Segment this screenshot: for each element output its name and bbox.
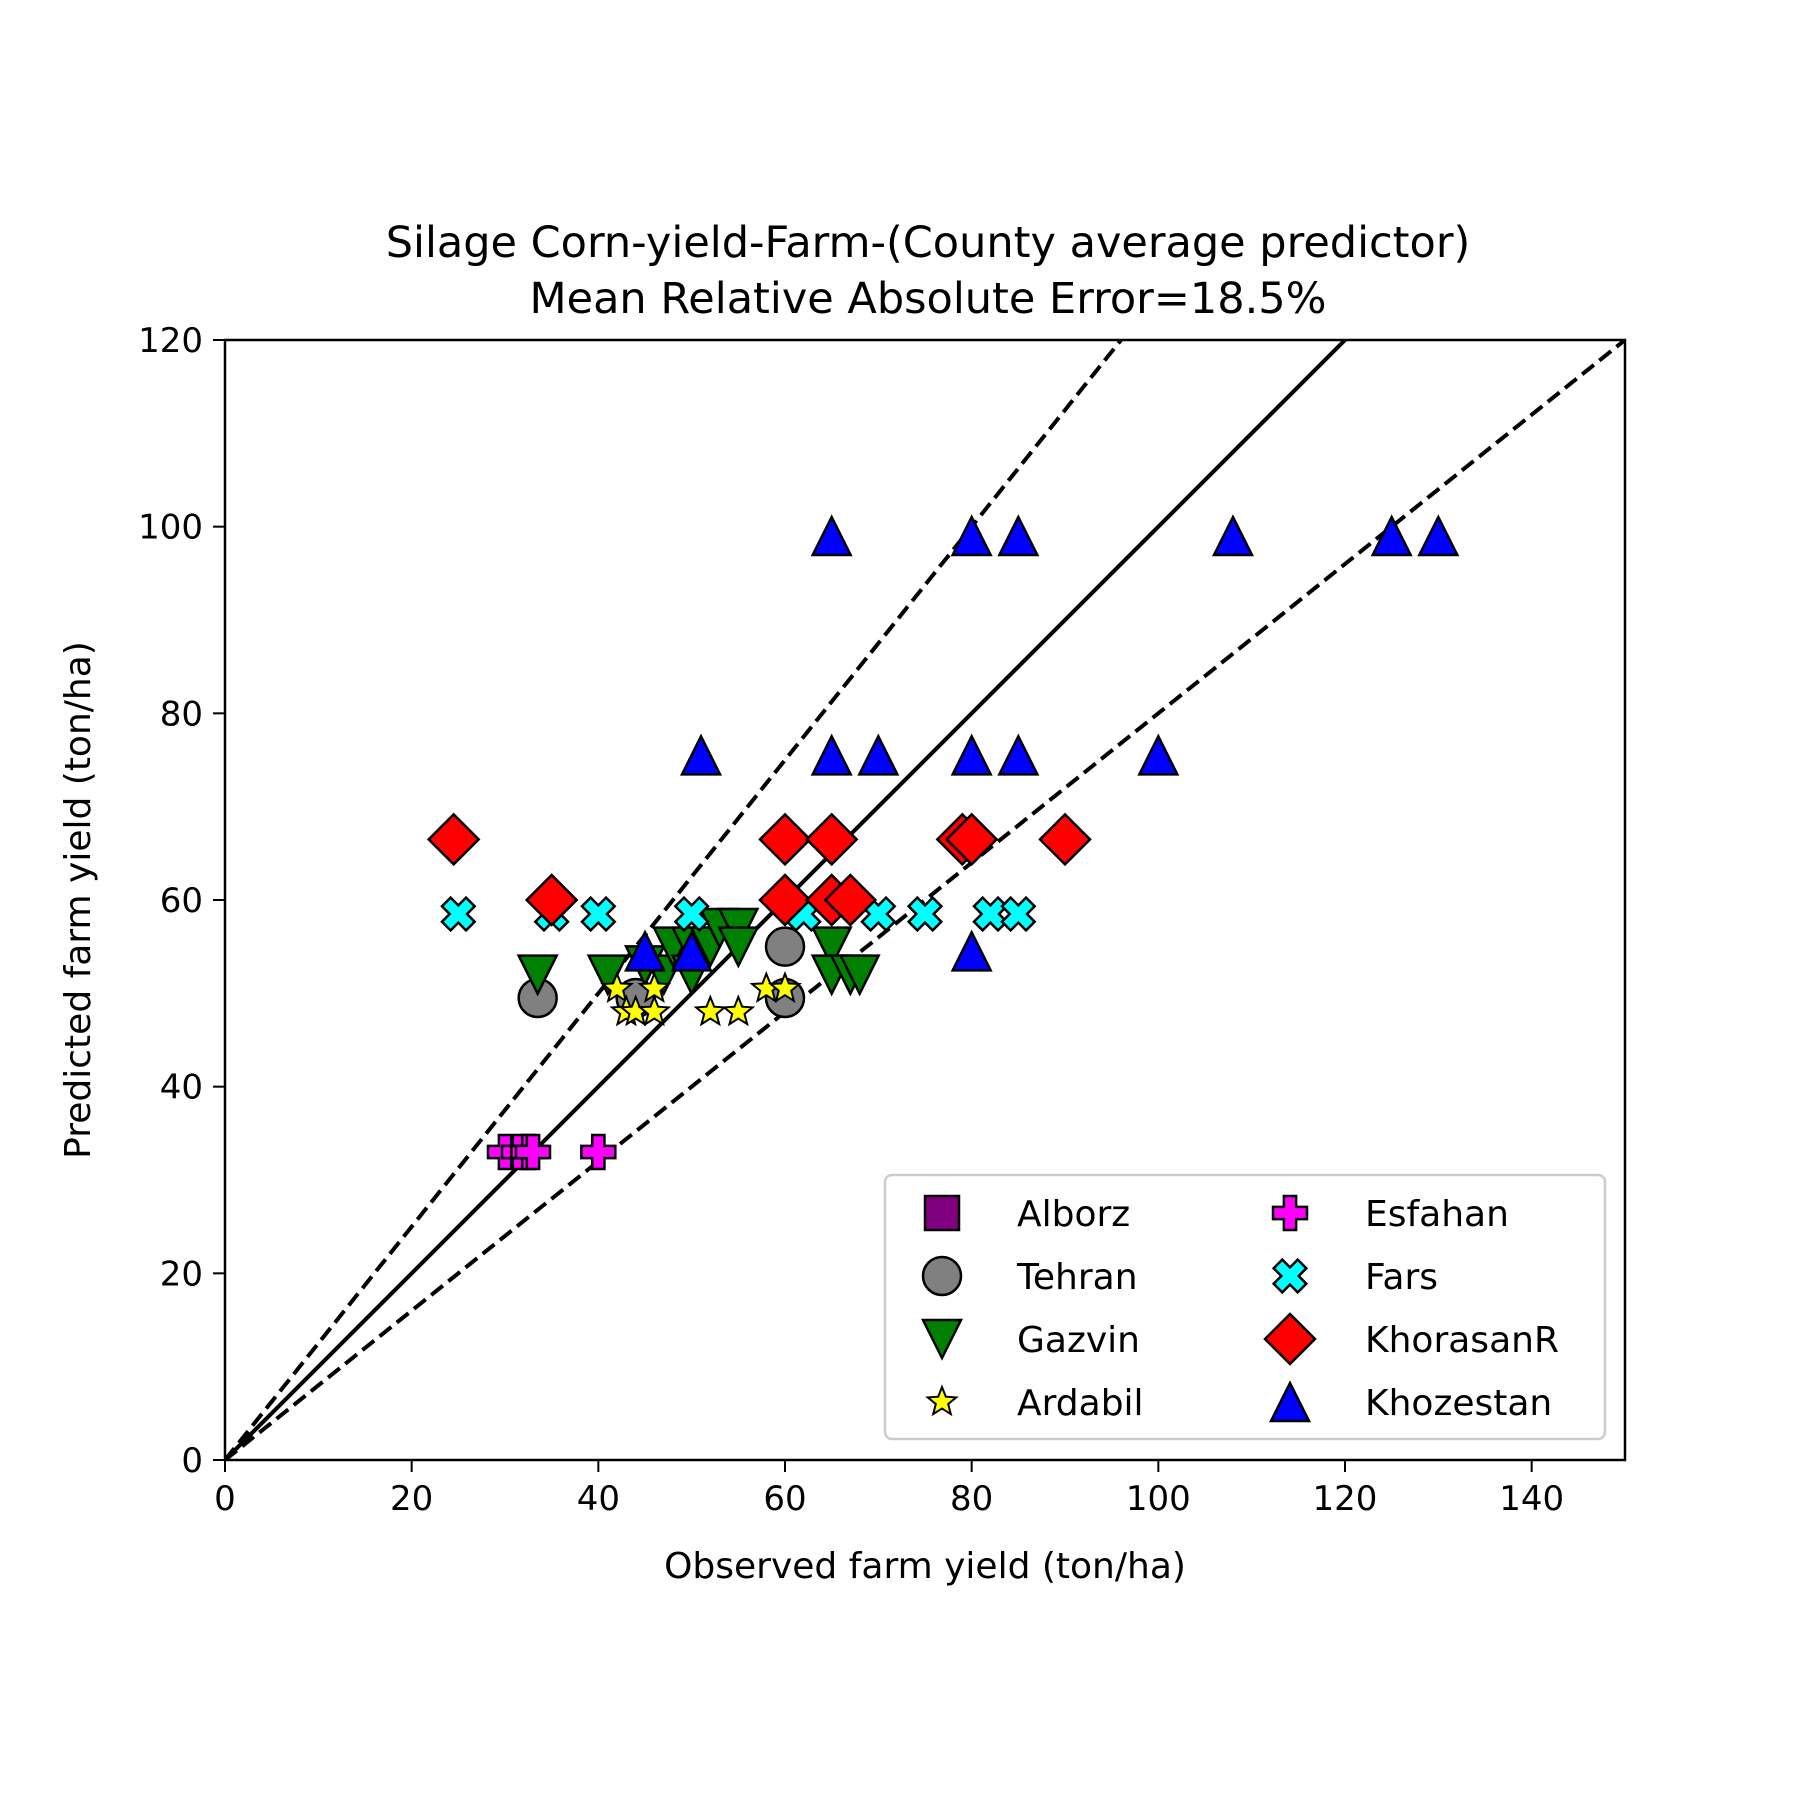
series-esfahan xyxy=(486,1133,617,1171)
y-tick-label: 60 xyxy=(160,881,203,921)
fars-marker xyxy=(580,895,617,933)
series-khozestan xyxy=(623,514,1460,972)
y-tick-label: 100 xyxy=(138,508,203,548)
legend-ardabil-marker xyxy=(925,1384,959,1417)
reference-line-dashed-2 xyxy=(225,340,1625,1460)
legend-alborz-marker xyxy=(923,1194,961,1232)
legend-esfahan-marker xyxy=(1271,1194,1309,1232)
x-tick-label: 0 xyxy=(214,1479,236,1519)
legend-label-khozestan: Khozestan xyxy=(1365,1383,1552,1424)
esfahan-marker xyxy=(580,1133,617,1171)
x-tick-label: 40 xyxy=(577,1479,620,1519)
legend-tehran-marker xyxy=(921,1255,963,1297)
khozestan-marker xyxy=(1417,514,1460,557)
esfahan-marker xyxy=(514,1133,552,1171)
khozestan-marker xyxy=(950,514,993,557)
legend-label-gazvin: Gazvin xyxy=(1017,1320,1140,1361)
khorasanr-marker xyxy=(823,873,878,927)
data-markers xyxy=(426,514,1460,1171)
y-axis-ticks: 0 20 40 60 80 100 120 xyxy=(138,321,225,1481)
ardabil-marker xyxy=(637,994,672,1027)
khozestan-marker xyxy=(1211,514,1255,557)
fars-marker xyxy=(906,895,944,933)
khorasanr-marker xyxy=(804,812,859,867)
y-tick-label: 120 xyxy=(138,321,203,361)
legend-label-fars: Fars xyxy=(1365,1257,1438,1298)
legend-gazvin-marker xyxy=(920,1318,964,1361)
khorasanr-marker xyxy=(524,873,579,927)
fars-marker xyxy=(1000,895,1037,933)
khorasanr-marker xyxy=(944,812,999,867)
x-axis-label: Observed farm yield (ton/ha) xyxy=(664,1546,1186,1587)
ardabil-marker xyxy=(721,994,756,1027)
y-axis-label: Predicted farm yield (ton/ha) xyxy=(58,641,99,1159)
reference-lines xyxy=(225,340,1625,1460)
legend-box xyxy=(883,1173,1607,1441)
legend-label-khorasanr: KhorasanR xyxy=(1365,1320,1559,1361)
series-ardabil xyxy=(600,970,802,1027)
fars-marker xyxy=(673,895,710,933)
x-tick-label: 60 xyxy=(763,1479,806,1519)
khozestan-marker xyxy=(670,929,713,972)
khozestan-marker xyxy=(810,733,853,776)
y-tick-label: 20 xyxy=(160,1254,203,1294)
khozestan-marker xyxy=(1370,514,1413,557)
gazvin-marker xyxy=(516,954,559,997)
legend-label-ardabil: Ardabil xyxy=(1017,1383,1144,1424)
khozestan-marker xyxy=(1137,733,1180,776)
khozestan-marker xyxy=(997,733,1040,776)
khorasanr-marker xyxy=(758,812,812,867)
y-tick-label: 80 xyxy=(160,694,203,734)
legend-khorasanr-marker xyxy=(1263,1312,1317,1366)
x-tick-label: 20 xyxy=(390,1479,433,1519)
khozestan-marker xyxy=(679,733,723,776)
legend-label-alborz: Alborz xyxy=(1017,1194,1130,1235)
chart-subtitle: Mean Relative Absolute Error=18.5% xyxy=(530,274,1327,324)
gazvin-marker xyxy=(838,954,881,997)
ardabil-marker xyxy=(600,970,634,1004)
khorasanr-marker xyxy=(426,812,481,867)
series-fars xyxy=(440,895,1037,933)
legend-label-esfahan: Esfahan xyxy=(1365,1194,1509,1235)
khozestan-marker xyxy=(623,929,667,972)
reference-line-1to1 xyxy=(225,340,1348,1460)
legend-label-tehran: Tehran xyxy=(1016,1257,1138,1298)
khozestan-marker xyxy=(810,514,853,557)
y-tick-label: 40 xyxy=(160,1068,203,1108)
chart-title: Silage Corn-yield-Farm-(County average p… xyxy=(386,218,1471,268)
series-khorasanr xyxy=(426,812,1092,927)
khozestan-marker xyxy=(997,514,1040,557)
khozestan-marker xyxy=(857,733,900,776)
y-tick-label: 0 xyxy=(181,1441,203,1481)
gazvin-marker xyxy=(810,926,853,969)
khozestan-marker xyxy=(950,929,993,972)
x-tick-label: 120 xyxy=(1313,1479,1378,1519)
x-tick-label: 140 xyxy=(1499,1479,1564,1519)
khozestan-marker xyxy=(950,733,993,776)
x-tick-label: 80 xyxy=(950,1479,993,1519)
khorasanr-marker xyxy=(1038,812,1092,867)
khorasanr-marker xyxy=(758,873,812,927)
legend-khozestan-marker xyxy=(1268,1380,1312,1423)
tehran-marker xyxy=(764,926,806,967)
x-tick-label: 100 xyxy=(1126,1479,1191,1519)
ardabil-marker xyxy=(693,994,728,1027)
fars-marker xyxy=(972,895,1009,933)
ardabil-marker xyxy=(768,970,802,1004)
legend-fars-marker xyxy=(1271,1257,1309,1295)
gazvin-marker xyxy=(717,926,760,969)
legend: Alborz Tehran Gazvin Ardabil Esfahan Fars Khor… xyxy=(883,1173,1607,1441)
x-axis-ticks: 0 20 40 60 80 100 120 140 xyxy=(214,1460,1564,1519)
fars-marker xyxy=(440,895,477,933)
